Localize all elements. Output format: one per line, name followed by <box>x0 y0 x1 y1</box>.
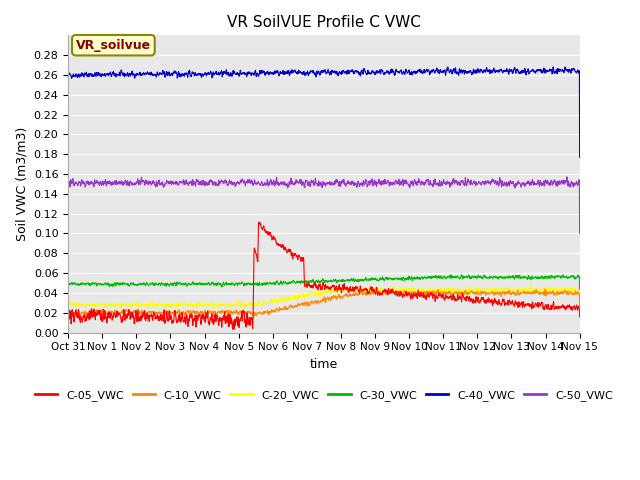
Y-axis label: Soil VWC (m3/m3): Soil VWC (m3/m3) <box>15 127 28 241</box>
Legend: C-05_VWC, C-10_VWC, C-20_VWC, C-30_VWC, C-40_VWC, C-50_VWC: C-05_VWC, C-10_VWC, C-20_VWC, C-30_VWC, … <box>31 385 617 406</box>
X-axis label: time: time <box>310 358 338 371</box>
Text: VR_soilvue: VR_soilvue <box>76 39 151 52</box>
Title: VR SoilVUE Profile C VWC: VR SoilVUE Profile C VWC <box>227 15 421 30</box>
